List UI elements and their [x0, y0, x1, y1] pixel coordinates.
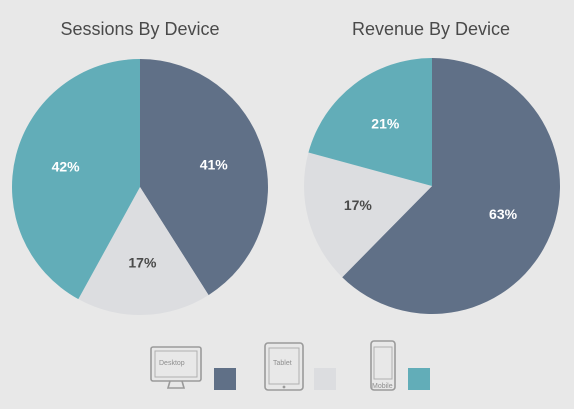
pie-charts: 41% 17% 42% 63% 17% 21%: [11, 58, 561, 315]
mobile-phone-icon: [370, 340, 396, 391]
pie-slice-mobile: [308, 58, 432, 186]
chart-title-revenue: Revenue By Device: [351, 19, 511, 39]
legend: Desktop Tablet Mobile: [0, 340, 574, 400]
pie-slice-tablet: [78, 187, 209, 315]
legend-swatch-mobile: [408, 368, 430, 390]
sessions-pie: 41% 17% 42%: [11, 59, 268, 315]
pie-slice-mobile: [11, 59, 141, 300]
legend-label-tablet: Tablet: [273, 360, 292, 367]
legend-label-desktop: Desktop: [159, 360, 185, 367]
slice-label-tablet: 17%: [128, 254, 157, 270]
chart-title-sessions: Sessions By Device: [60, 19, 220, 39]
pie-slice-tablet: [304, 152, 432, 278]
revenue-pie: 63% 17% 21%: [304, 58, 561, 315]
desktop-monitor-icon: [150, 346, 202, 389]
pie-slice-desktop: [342, 58, 561, 315]
slice-label-desktop: 41%: [200, 156, 229, 172]
tablet-icon: [264, 342, 304, 391]
slice-label-tablet: 17%: [344, 197, 373, 213]
legend-swatch-tablet: [314, 368, 336, 390]
pie-slice-desktop: [140, 59, 268, 296]
slice-label-desktop: 63%: [489, 206, 518, 222]
slice-label-mobile: 42%: [52, 159, 81, 175]
legend-swatch-desktop: [214, 368, 236, 390]
legend-label-mobile: Mobile: [372, 383, 393, 390]
slice-label-mobile: 21%: [371, 116, 400, 132]
